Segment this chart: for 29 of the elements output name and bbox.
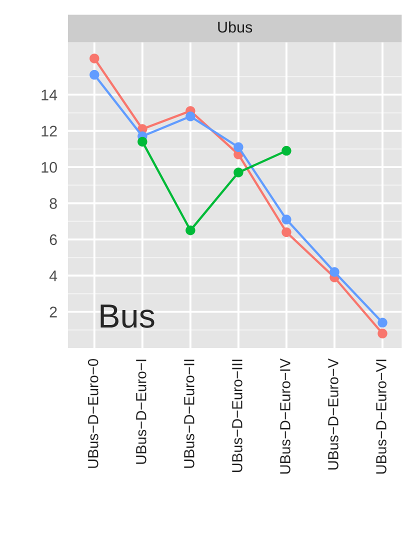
y-tick-label: 4 (49, 270, 58, 282)
x-tick-label: UBus−D−Euro−V (328, 358, 338, 470)
x-tick-label: UBus−D−Euro−VI (376, 360, 386, 474)
y-tick-label: 14 (42, 90, 58, 100)
point (378, 318, 388, 328)
x-tick-label: UBus−D−Euro−IV (280, 358, 290, 474)
point (282, 146, 292, 156)
point (234, 168, 244, 178)
point (282, 214, 292, 224)
chart-title: Ubus (218, 21, 252, 33)
point (138, 136, 148, 147)
point (186, 112, 196, 122)
y-tick-label: 6 (50, 234, 57, 246)
point (90, 70, 100, 80)
y-tick-label: 10 (42, 162, 57, 173)
point (90, 54, 100, 64)
point (330, 267, 340, 277)
y-tick-label: 12 (42, 126, 57, 136)
y-tick-label: 8 (50, 198, 57, 209)
point (186, 226, 196, 236)
point (282, 227, 292, 238)
x-tick-label: UBus−D−Euro−I (136, 360, 146, 464)
point (234, 142, 244, 152)
point (378, 328, 388, 338)
y-tick-label: 2 (50, 306, 57, 318)
annotation: Bus (100, 304, 154, 328)
x-tick-label: UBus−D−Euro−0 (88, 358, 98, 468)
x-tick-label: UBus−D−Euro−III (232, 360, 242, 472)
x-tick-label: UBus−D−Euro−II (184, 360, 194, 468)
